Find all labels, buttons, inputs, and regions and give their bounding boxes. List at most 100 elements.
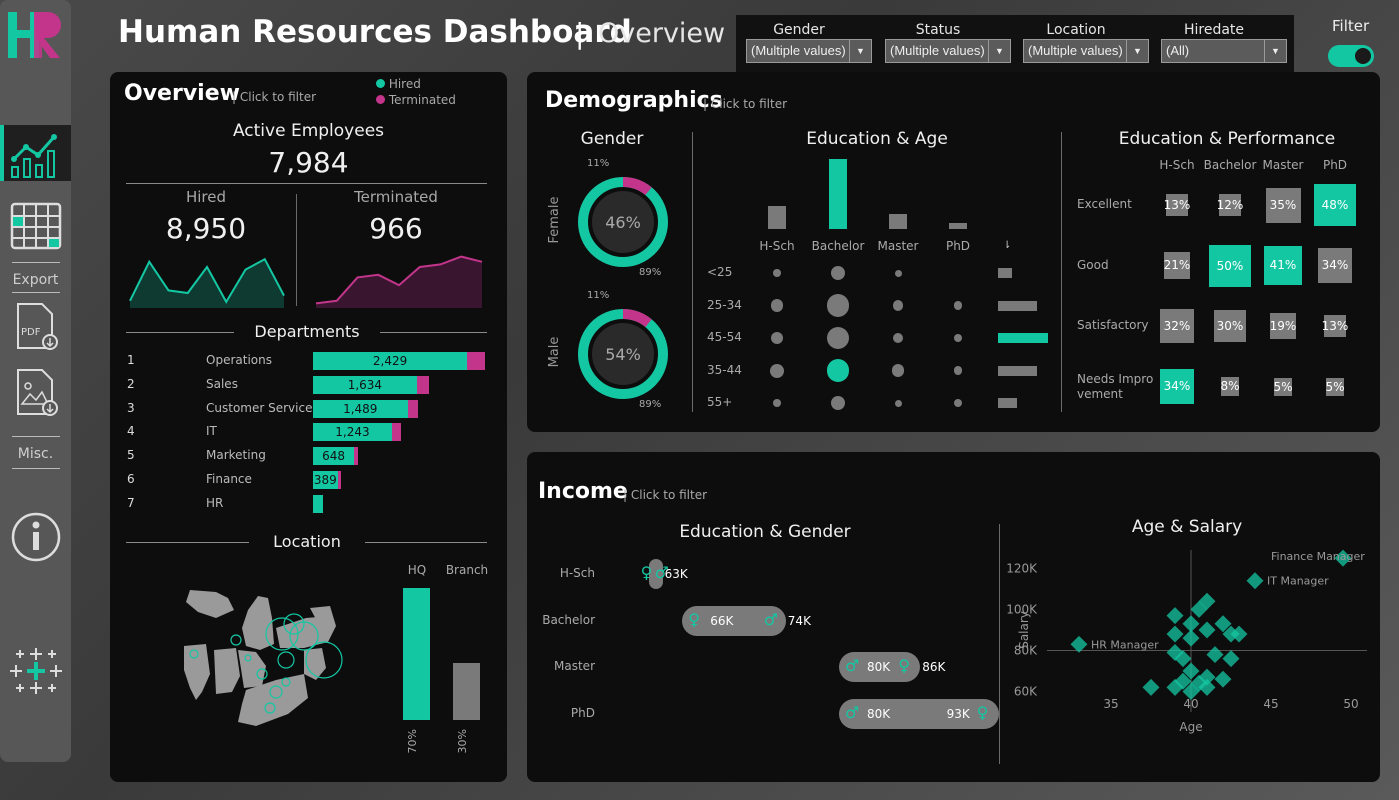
department-hired-bar[interactable] — [313, 471, 338, 489]
hr-logo[interactable] — [4, 4, 68, 64]
hired-value[interactable]: 8,950 — [165, 212, 247, 245]
scatter-point[interactable] — [1182, 629, 1200, 647]
scatter-point[interactable] — [1206, 646, 1224, 664]
department-hired-bar[interactable] — [313, 447, 355, 466]
department-hired-bar[interactable] — [313, 375, 417, 394]
department-name[interactable]: IT — [206, 424, 217, 439]
info-icon[interactable] — [10, 512, 62, 562]
education-age-bubble[interactable] — [770, 331, 784, 345]
department-name[interactable]: HR — [206, 495, 224, 510]
terminated-value[interactable]: 966 — [369, 212, 423, 245]
education-age-bubble[interactable] — [894, 399, 902, 407]
department-name[interactable]: Sales — [206, 376, 238, 391]
performance-cell[interactable]: 30% — [1214, 310, 1246, 342]
education-age-bubble[interactable] — [831, 266, 845, 280]
education-age-bubble[interactable] — [953, 366, 963, 375]
location-bar[interactable] — [453, 663, 480, 720]
department-name[interactable]: Finance — [206, 472, 252, 486]
department-terminated-bar[interactable] — [337, 471, 341, 489]
education-age-bubble[interactable] — [953, 333, 963, 343]
education-total-bar[interactable] — [768, 205, 786, 229]
performance-cell[interactable]: 41% — [1263, 246, 1303, 285]
performance-cell[interactable]: 34% — [1159, 369, 1195, 404]
scatter-point[interactable] — [1166, 625, 1184, 643]
department-terminated-bar[interactable] — [354, 447, 358, 466]
scatter-point[interactable] — [1222, 650, 1240, 668]
performance-cell[interactable]: 34% — [1317, 248, 1353, 283]
active-employees-value[interactable]: 7,984 — [268, 146, 349, 179]
department-terminated-bar[interactable] — [467, 352, 485, 370]
tableau-logo-icon[interactable] — [10, 646, 62, 696]
sort-icon[interactable]: ⇂ — [1003, 240, 1012, 251]
age-total-bar[interactable] — [998, 268, 1012, 278]
performance-cell[interactable]: 13% — [1322, 315, 1348, 337]
education-age-bubble[interactable] — [953, 398, 963, 408]
legend-terminated[interactable]: Terminated — [376, 93, 456, 107]
age-total-bar[interactable] — [998, 333, 1048, 343]
education-age-bubble[interactable] — [892, 332, 904, 344]
department-hired-bar[interactable] — [313, 352, 468, 370]
education-age-bubble[interactable] — [891, 364, 905, 377]
department-terminated-bar[interactable] — [391, 423, 401, 442]
performance-cell[interactable]: 12% — [1217, 194, 1243, 216]
performance-cell[interactable]: 32% — [1160, 309, 1194, 343]
education-age-bubble[interactable] — [773, 269, 781, 277]
department-name[interactable]: Marketing — [206, 448, 266, 463]
calendar-table-icon[interactable] — [10, 202, 62, 250]
chevron-down-icon[interactable]: ▼ — [1126, 40, 1148, 62]
performance-cell[interactable]: 50% — [1209, 244, 1251, 287]
performance-cell[interactable]: 19% — [1270, 313, 1296, 339]
department-terminated-bar[interactable] — [407, 399, 419, 418]
education-age-bubble[interactable] — [826, 294, 850, 317]
education-age-bubble[interactable] — [892, 300, 904, 311]
department-hired-bar[interactable] — [313, 399, 408, 418]
performance-cell[interactable]: 21% — [1164, 252, 1190, 279]
education-total-bar[interactable] — [889, 213, 907, 229]
education-total-bar[interactable] — [949, 223, 967, 229]
performance-cell[interactable]: 8% — [1220, 377, 1240, 396]
department-name[interactable]: Customer Service — [206, 400, 313, 415]
department-name[interactable]: Operations — [206, 353, 272, 367]
age-total-bar[interactable] — [998, 365, 1037, 376]
hired-trend-chart[interactable] — [128, 250, 286, 308]
gender-filter-select[interactable]: (Multiple values) ▼ — [746, 39, 872, 63]
age-salary-scatter[interactable]: 120K 100K 80K 60K 35 40 45 50 Salary Age Finance M… — [1007, 542, 1377, 742]
education-age-bubble[interactable] — [770, 299, 784, 312]
chevron-down-icon[interactable]: ▼ — [849, 40, 871, 62]
terminated-trend-chart[interactable] — [314, 250, 484, 308]
scatter-point[interactable] — [1198, 621, 1216, 639]
education-age-bubble[interactable] — [773, 399, 781, 407]
location-bar[interactable] — [403, 588, 430, 720]
pdf-download-icon[interactable]: PDF — [14, 302, 60, 352]
scatter-point[interactable] — [1182, 683, 1200, 700]
income-range-pill[interactable] — [682, 605, 786, 636]
education-age-bubble[interactable] — [826, 359, 850, 382]
gender-donut[interactable]: 54% — [573, 304, 673, 404]
location-filter-select[interactable]: (Multiple values) ▼ — [1023, 39, 1149, 63]
legend-hired[interactable]: Hired — [376, 77, 421, 91]
performance-cell[interactable]: 5% — [1273, 377, 1293, 396]
chevron-down-icon[interactable]: ▼ — [1264, 40, 1286, 62]
age-total-bar[interactable] — [998, 398, 1017, 408]
education-age-bubble[interactable] — [953, 301, 963, 310]
education-age-bubble[interactable] — [830, 395, 846, 411]
scatter-point[interactable] — [1166, 607, 1184, 625]
image-download-icon[interactable] — [14, 368, 60, 418]
chevron-down-icon[interactable]: ▼ — [988, 40, 1010, 62]
income-range-pill[interactable] — [839, 698, 999, 729]
performance-cell[interactable]: 13% — [1164, 194, 1190, 216]
hiredate-filter-select[interactable]: (All) ▼ — [1161, 39, 1287, 63]
status-filter-select[interactable]: (Multiple values) ▼ — [885, 39, 1011, 63]
scatter-point[interactable] — [1214, 670, 1232, 688]
performance-cell[interactable]: 5% — [1325, 377, 1345, 396]
education-age-bubble[interactable] — [770, 363, 784, 378]
education-age-bubble[interactable] — [826, 326, 850, 350]
department-hired-bar[interactable] — [313, 494, 323, 513]
income-range-pill[interactable] — [839, 652, 921, 682]
nav-dashboard-selected[interactable] — [0, 125, 71, 181]
income-range-pill[interactable] — [648, 559, 663, 589]
education-total-bar[interactable] — [829, 159, 847, 229]
performance-cell[interactable]: 35% — [1265, 187, 1301, 223]
department-hired-bar[interactable] — [313, 423, 392, 442]
filter-toggle[interactable] — [1328, 45, 1374, 67]
